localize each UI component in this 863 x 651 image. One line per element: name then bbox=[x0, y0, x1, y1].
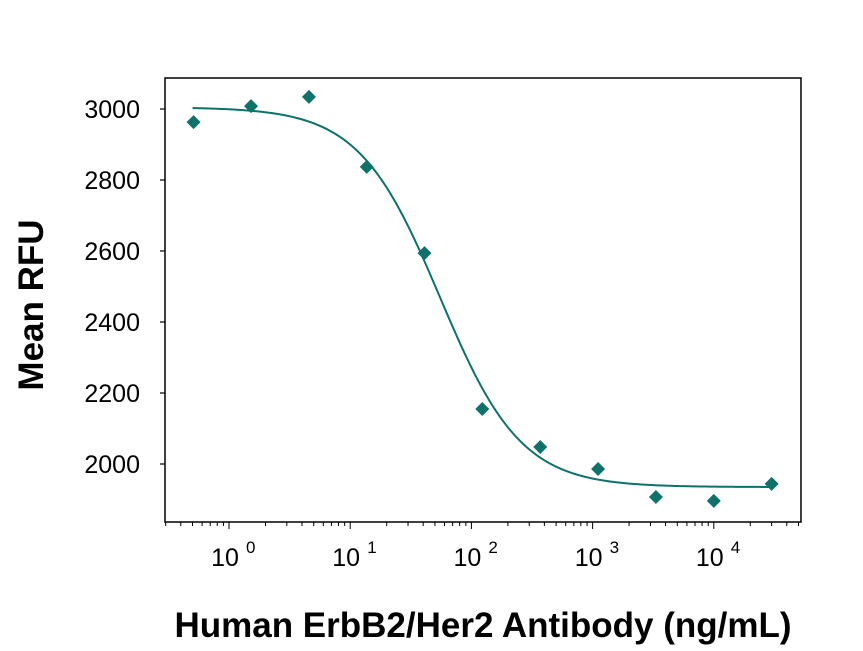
x-tick-exponent: 4 bbox=[731, 538, 740, 557]
x-tick-label: 10 bbox=[332, 544, 360, 572]
x-tick-label: 10 bbox=[211, 544, 239, 572]
x-axis-title: Human ErbB2/Her2 Antibody (ng/mL) bbox=[174, 606, 791, 645]
data-point-diamond bbox=[301, 89, 316, 104]
x-tick-exponent: 3 bbox=[610, 538, 619, 557]
data-points bbox=[186, 89, 779, 508]
fit-curve bbox=[192, 107, 772, 488]
y-tick-label: 2600 bbox=[84, 238, 140, 266]
data-point-diamond bbox=[244, 99, 259, 114]
plot-area bbox=[164, 77, 802, 523]
x-axis-ticks: 10 0 10 1 10 2 10 3 10 4 bbox=[165, 522, 800, 572]
data-point-diamond bbox=[359, 159, 374, 174]
x-tick-exponent: 1 bbox=[367, 538, 376, 557]
y-tick-label: 2000 bbox=[84, 451, 140, 479]
y-tick-label: 2200 bbox=[84, 380, 140, 408]
x-tick-exponent: 2 bbox=[488, 538, 497, 557]
x-tick-exponent: 0 bbox=[246, 538, 255, 557]
data-point-diamond bbox=[533, 439, 548, 454]
data-point-diamond bbox=[475, 401, 490, 416]
x-tick-label: 10 bbox=[696, 544, 724, 572]
data-point-diamond bbox=[591, 461, 606, 476]
y-axis-title: Mean RFU bbox=[12, 219, 51, 390]
data-point-diamond bbox=[186, 115, 201, 130]
y-tick-label: 2800 bbox=[84, 167, 140, 195]
x-tick-label: 10 bbox=[453, 544, 481, 572]
data-point-diamond bbox=[764, 476, 779, 491]
x-tick-label: 10 bbox=[575, 544, 603, 572]
data-point-diamond bbox=[417, 246, 432, 261]
data-point-diamond bbox=[648, 490, 663, 505]
data-point-diamond bbox=[706, 493, 721, 508]
y-tick-label: 2400 bbox=[84, 309, 140, 337]
y-tick-label: 3000 bbox=[84, 96, 140, 124]
y-axis-ticks: 2000 2200 2400 2600 2800 3000 bbox=[84, 96, 165, 479]
